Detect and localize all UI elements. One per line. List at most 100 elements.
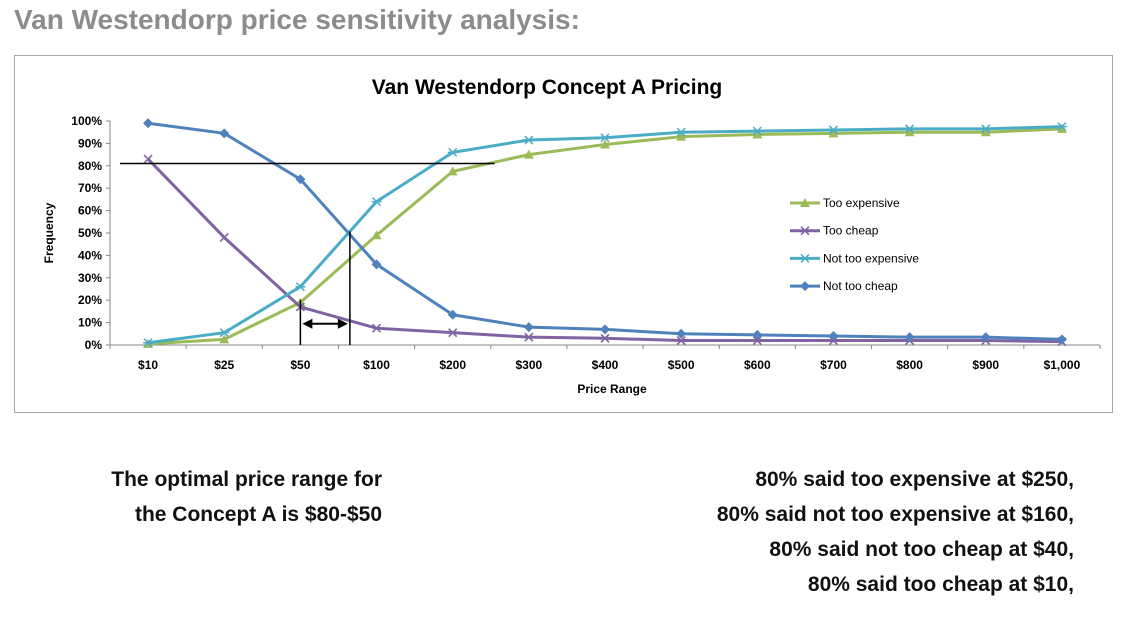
point-too-cheap [448, 328, 458, 338]
line-too-cheap [147, 158, 1062, 344]
x-tick-label: $1,000 [1044, 358, 1081, 372]
point-too-expensive [219, 334, 230, 344]
point-not-too-cheap [143, 118, 154, 129]
legend-label-not-too-expensive: Not too expensive [823, 251, 919, 265]
chart-title: Van Westendorp Concept A Pricing [372, 76, 722, 99]
page-heading: Van Westendorp price sensitivity analysi… [14, 4, 580, 35]
legend-label-not-too-cheap: Not too cheap [823, 279, 898, 293]
y-tick-label: 80% [78, 159, 102, 173]
point-too-expensive [828, 128, 839, 138]
y-tick-label: 100% [71, 114, 102, 128]
x-tick-label: $10 [138, 358, 158, 372]
series-not-too-expensive [143, 122, 1067, 348]
point-too-expensive [752, 129, 763, 139]
point-too-cheap [676, 335, 686, 346]
x-axis-label: Price Range [577, 382, 647, 396]
finding-3: 80% said not too cheap at $40, [769, 538, 1074, 561]
point-not-too-expensive [295, 282, 306, 292]
line-too-expensive [147, 127, 1062, 346]
y-tick-label: 50% [78, 226, 102, 240]
x-tick-label: $700 [820, 358, 847, 372]
point-not-too-cheap [219, 128, 230, 139]
point-not-too-expensive [447, 147, 458, 157]
point-too-expensive [904, 127, 915, 137]
point-not-too-expensive [600, 133, 610, 143]
point-not-too-expensive [980, 124, 991, 134]
point-not-too-expensive [828, 125, 839, 135]
point-too-expensive [676, 131, 687, 141]
y-tick-label: 60% [78, 204, 102, 218]
y-tick-label: 0% [85, 338, 103, 352]
point-not-too-expensive [219, 328, 230, 338]
chart-frame: Van Westendorp Concept A Pricing Price R… [14, 55, 1113, 413]
x-tick-label: $500 [668, 358, 695, 372]
series-too-cheap [143, 154, 1067, 347]
point-not-too-expensive [752, 126, 763, 136]
y-tick-label: 40% [78, 248, 102, 262]
point-too-cheap [219, 232, 229, 243]
point-not-too-expensive [1056, 122, 1067, 132]
point-not-too-expensive [676, 127, 687, 137]
point-too-cheap [524, 332, 534, 342]
x-tick-label: $400 [592, 358, 619, 372]
legend-marker-not-too-expensive [800, 253, 810, 263]
line-not-too-cheap [147, 121, 1062, 341]
series-too-expensive [143, 123, 1067, 348]
point-too-expensive [523, 149, 534, 159]
y-axis-label: Frequency [42, 202, 56, 263]
point-not-too-cheap [1056, 334, 1067, 345]
point-too-cheap [371, 323, 382, 333]
point-too-expensive [371, 230, 382, 240]
series-layer [120, 118, 1067, 348]
legend-marker-not-too-cheap [800, 281, 810, 292]
legend-label-too-expensive: Too expensive [823, 196, 900, 210]
conclusion-text: The optimal price range for the Concept … [60, 462, 382, 532]
x-tick-label: $900 [972, 358, 999, 372]
x-tick-label: $300 [515, 358, 542, 372]
series-not-too-cheap [143, 118, 1067, 345]
point-too-cheap [752, 335, 762, 346]
point-not-too-cheap [676, 328, 687, 339]
point-too-cheap [600, 333, 610, 343]
point-not-too-cheap [523, 322, 534, 333]
x-tick-label: $600 [744, 358, 771, 372]
x-tick-label: $100 [363, 358, 390, 372]
axes: 0% 10% 20% 30% 40% 50% 60% 70% 80% 90% 100% $10 $25 $… [71, 114, 1101, 372]
legend: Too expensive Too cheap Not too expensive N… [790, 196, 919, 293]
y-tick-label: 10% [78, 316, 102, 330]
point-not-too-cheap [752, 329, 763, 340]
point-not-too-cheap [295, 174, 306, 185]
point-not-too-expensive [371, 197, 382, 207]
arrow-head-left [302, 318, 313, 329]
point-not-too-expensive [523, 135, 534, 145]
x-tick-label: $25 [214, 358, 234, 372]
conclusion-line-2: the Concept A is $80-$50 [134, 503, 382, 526]
finding-4: 80% said too cheap at $10, [807, 573, 1074, 596]
point-too-expensive [980, 127, 991, 137]
point-too-expensive [447, 166, 458, 176]
point-not-too-expensive [904, 124, 915, 134]
legend-marker-too-expensive [800, 198, 810, 207]
y-tick-label: 70% [78, 181, 102, 195]
point-not-too-cheap [371, 259, 382, 270]
point-not-too-cheap [828, 331, 839, 342]
x-tick-label: $50 [290, 358, 310, 372]
finding-2: 80% said not too expensive at $160, [716, 503, 1074, 526]
y-tick-label: 30% [78, 271, 102, 285]
legend-marker-too-cheap [800, 226, 810, 236]
y-tick-label: 90% [78, 136, 102, 150]
arrow-head-right [337, 318, 348, 329]
y-tick-label: 20% [78, 293, 102, 307]
findings-list: 80% said too expensive at $250, 80% said… [717, 462, 1074, 602]
price-sensitivity-chart: Van Westendorp Concept A Pricing Price R… [42, 76, 1101, 396]
point-not-too-cheap [447, 309, 458, 320]
point-too-cheap [143, 154, 153, 164]
x-tick-label: $200 [439, 358, 466, 372]
finding-1: 80% said too expensive at $250, [755, 468, 1074, 491]
point-not-too-cheap [904, 332, 915, 343]
point-not-too-cheap [980, 332, 991, 343]
point-not-too-cheap [600, 324, 610, 335]
conclusion-line-1: The optimal price range for [111, 468, 382, 491]
point-too-expensive [600, 139, 610, 149]
point-too-expensive [1056, 123, 1067, 133]
